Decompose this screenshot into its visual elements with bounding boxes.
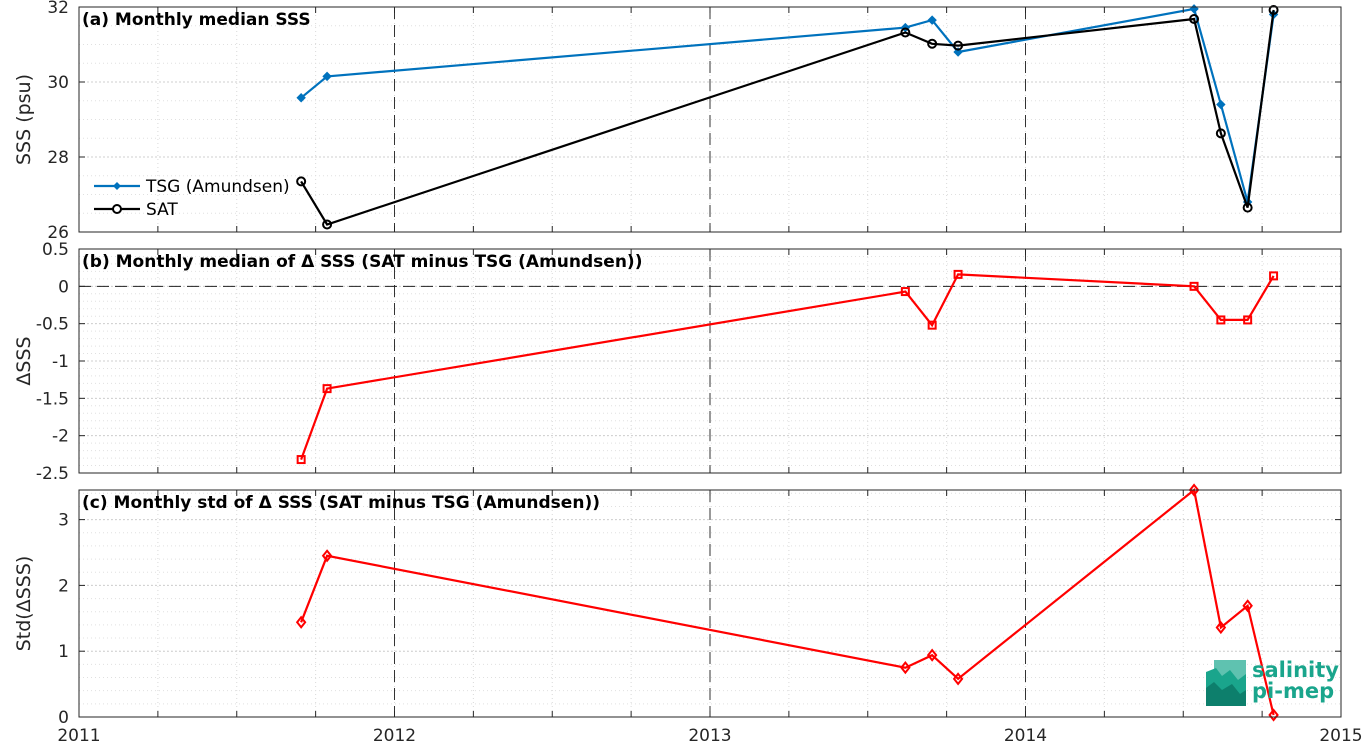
y-tick-label: -1.5 — [36, 389, 69, 409]
series-line-0 — [300, 488, 1275, 716]
logo-text-pi-mep: pi-mep — [1252, 679, 1334, 703]
panel-a-title: (a) Monthly median SSS — [82, 10, 311, 30]
y-tick-label: 3 — [58, 511, 69, 531]
panel-a-monthly-median-sss: 26 28 30 32 (a) Monthly median SSS SSS (psu… — [13, 0, 1342, 243]
x-tick-label: 2015 — [1319, 726, 1362, 745]
panel-b-monthly-median-delta-sss: -2.5 -2 -1.5 -1 -0.5 0 0.5 (b) Monthly median … — [13, 240, 1342, 484]
series-line-0 — [300, 7, 1275, 203]
panel-c-title: (c) Monthly std of Δ SSS (SAT minus TSG … — [82, 493, 600, 513]
x-tick-label: 2011 — [57, 726, 100, 745]
panel-c-series — [295, 483, 1279, 722]
x-tick-label: 2013 — [688, 726, 731, 745]
y-tick-label: 32 — [47, 0, 69, 18]
data-point-marker — [1188, 483, 1200, 497]
data-point-marker — [953, 40, 964, 51]
data-point-marker — [900, 661, 911, 675]
data-point-marker — [1189, 14, 1200, 24]
panel-a-y-axis-label: SSS (psu) — [13, 74, 35, 165]
logo-text-salinity: salinity — [1252, 658, 1339, 682]
y-tick-label: 26 — [47, 223, 69, 243]
x-tick-label: 2014 — [1004, 726, 1047, 745]
legend-tsg-marker — [113, 182, 121, 190]
data-point-marker — [322, 219, 333, 230]
y-tick-label: -0.5 — [36, 315, 69, 335]
data-point-marker — [900, 287, 910, 297]
x-axis-tick-labels: 2011 2012 2013 2014 2015 — [57, 726, 1362, 745]
data-point-marker — [322, 71, 332, 82]
panel-c-monthly-std-delta-sss: 0 1 2 3 (c) Monthly std of Δ SSS (SAT minus… — [13, 483, 1342, 728]
y-tick-label: 28 — [47, 148, 69, 168]
series-line-1 — [300, 9, 1275, 226]
panel-b-y-axis-label: ΔSSS — [13, 336, 35, 385]
panel-a-series — [296, 4, 1279, 230]
data-point-marker — [1242, 202, 1253, 213]
legend-sat-label: SAT — [146, 200, 178, 220]
panel-c-year-lines — [394, 490, 1026, 717]
panel-b-series — [296, 269, 1279, 465]
data-point-marker — [296, 93, 306, 103]
data-point-marker — [1243, 315, 1253, 325]
panel-c-y-axis-label: Std(ΔSSS) — [13, 556, 35, 652]
panel-b-title: (b) Monthly median of Δ SSS (SAT minus T… — [82, 252, 642, 272]
panel-b-y-ticks: -2.5 -2 -1.5 -1 -0.5 0 0.5 — [36, 240, 1341, 484]
series-line-0 — [300, 273, 1275, 460]
y-tick-label: 0 — [58, 277, 69, 297]
y-tick-label: -2.5 — [36, 464, 69, 484]
data-point-marker — [296, 176, 307, 187]
data-point-marker — [927, 15, 937, 25]
y-tick-label: -2 — [52, 427, 69, 447]
data-point-marker — [1268, 5, 1279, 15]
y-tick-label: 30 — [47, 73, 69, 93]
data-point-marker — [1269, 271, 1279, 281]
data-point-marker — [1242, 599, 1253, 613]
panel-c-y-ticks: 0 1 2 3 — [58, 490, 1341, 728]
salinity-pi-mep-logo: salinity pi-mep — [1206, 658, 1339, 706]
y-tick-label: -1 — [52, 352, 69, 372]
data-point-marker — [900, 27, 911, 38]
panel-a-legend: TSG (Amundsen) SAT — [94, 177, 290, 220]
data-point-marker — [296, 455, 306, 465]
data-point-marker — [1216, 99, 1226, 110]
data-point-marker — [322, 384, 332, 394]
data-point-marker — [1189, 281, 1199, 291]
legend-tsg-label: TSG (Amundsen) — [145, 177, 290, 197]
legend-sat-marker — [112, 204, 122, 214]
data-point-marker — [1189, 4, 1199, 14]
logo-emblem — [1206, 660, 1246, 706]
panel-a-y-ticks: 26 28 30 32 — [47, 0, 1341, 243]
data-point-marker — [927, 38, 938, 49]
data-point-marker — [927, 320, 937, 330]
data-point-marker — [1215, 128, 1226, 139]
data-point-marker — [952, 672, 964, 686]
data-point-marker — [1215, 620, 1227, 635]
y-tick-label: 0.5 — [42, 240, 69, 260]
data-point-marker — [926, 648, 938, 662]
y-tick-label: 0 — [58, 708, 69, 728]
data-point-marker — [1216, 315, 1226, 325]
data-point-marker — [953, 269, 963, 279]
x-tick-label: 2012 — [373, 726, 416, 745]
y-tick-label: 1 — [58, 642, 69, 662]
data-point-marker — [295, 615, 307, 629]
y-tick-label: 2 — [58, 576, 69, 596]
data-point-marker — [1268, 708, 1279, 722]
data-point-marker — [321, 549, 333, 563]
